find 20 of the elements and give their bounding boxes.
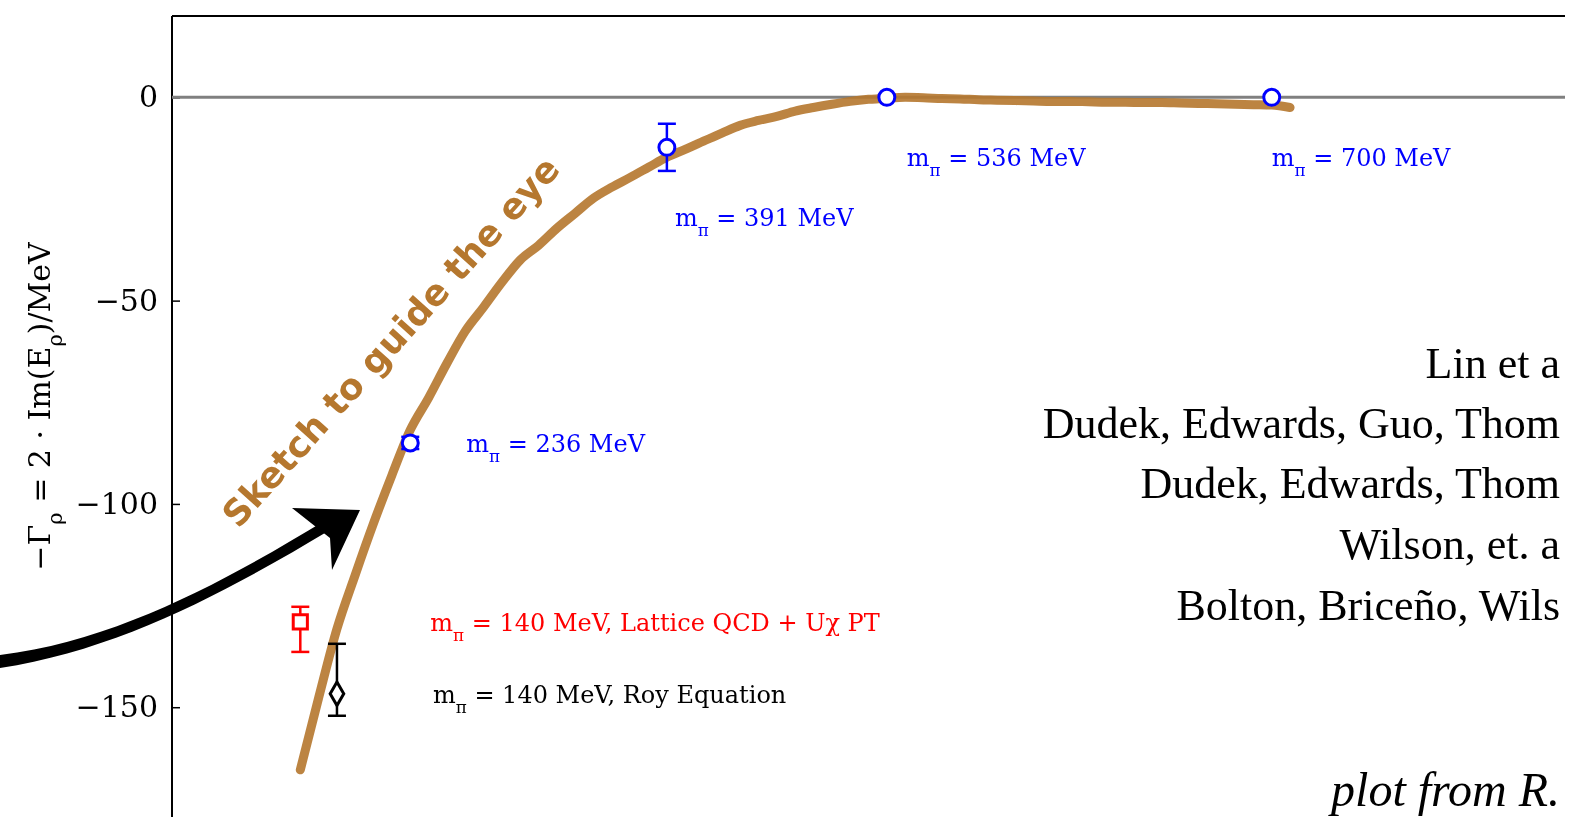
text: m$_{π}$ = 236 MeV [466,429,646,466]
point [291,613,309,631]
y-tick-label: −150 [75,689,158,725]
text: m$_{π}$ = 391 MeV [674,204,855,241]
y-tick-label: −50 [94,282,158,318]
annotation: Wilson, et. a [1339,520,1560,569]
annotation: Bolton, Briceño, Wils [1176,581,1560,630]
text: m$_{π}$ = 140 MeV, Roy Equation [432,680,787,717]
series-label: m$_{π}$ = 536 MeV [906,144,1087,181]
point [1262,87,1282,107]
annotation: Lin et a [1425,339,1560,388]
annotation: plot from R. [1328,763,1560,816]
point [877,87,897,107]
annotation: Dudek, Edwards, Guo, Thom [1042,399,1560,448]
annotation: Dudek, Edwards, Thom [1140,459,1560,508]
point [657,137,677,157]
y-tick-label: −100 [75,486,158,522]
series-label: m$_{π}$ = 700 MeV [1271,144,1452,181]
y-tick-label: 0 [138,79,158,115]
text: m$_{π}$ = 140 MeV, Lattice QCD + Uχ PT [430,608,880,645]
